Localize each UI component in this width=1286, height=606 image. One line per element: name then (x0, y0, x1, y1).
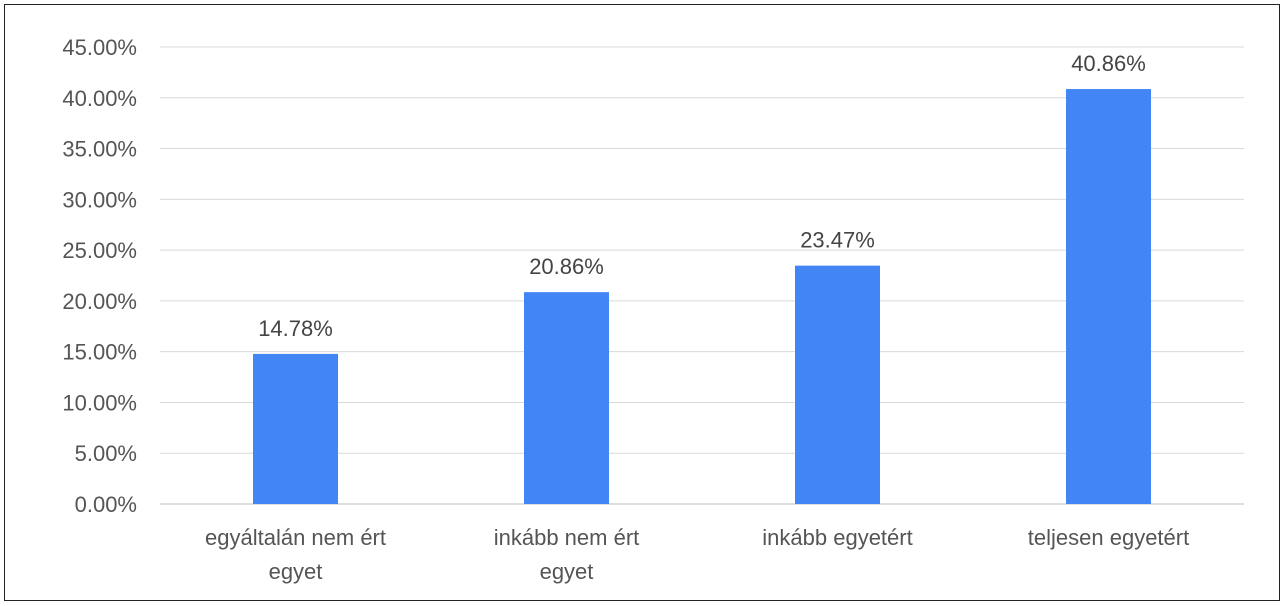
data-label: 20.86% (529, 254, 604, 279)
x-tick-label-line: inkább nem ért (494, 525, 640, 550)
y-axis: 0.00% 5.00% 10.00% 15.00% 20.00% 25.00% 30.00%… (62, 35, 137, 517)
gridlines (160, 46, 1244, 505)
y-tick-label: 20.00% (62, 289, 137, 314)
y-tick-label: 45.00% (62, 35, 137, 60)
data-label: 23.47% (800, 228, 875, 253)
bars (253, 89, 1151, 504)
y-tick-label: 30.00% (62, 187, 137, 212)
y-tick-label: 0.00% (75, 492, 137, 517)
x-axis: egyáltalán nem ért egyet inkább nem ért egy… (205, 525, 1189, 584)
y-tick-label: 25.00% (62, 238, 137, 263)
y-tick-label: 5.00% (75, 441, 137, 466)
data-label: 40.86% (1071, 51, 1146, 76)
y-tick-label: 40.00% (62, 86, 137, 111)
x-tick-label: inkább nem ért egyet (494, 525, 640, 584)
bar (795, 265, 880, 504)
data-label: 14.78% (258, 316, 333, 341)
x-tick-label-line: egyet (540, 559, 594, 584)
x-tick-label: inkább egyetért (762, 525, 912, 550)
bar (253, 353, 338, 504)
data-labels: 14.78% 20.86% 23.47% 40.86% (258, 51, 1146, 341)
y-tick-label: 15.00% (62, 340, 137, 365)
x-tick-label-line: egyet (269, 559, 323, 584)
x-tick-label-line: egyáltalán nem ért (205, 525, 386, 550)
x-tick-label: egyáltalán nem ért egyet (205, 525, 386, 584)
x-tick-label: teljesen egyetért (1028, 525, 1189, 550)
x-tick-label-line: inkább egyetért (762, 525, 912, 550)
y-tick-label: 35.00% (62, 137, 137, 162)
bar (524, 292, 609, 504)
bar (1066, 89, 1151, 504)
x-tick-label-line: teljesen egyetért (1028, 525, 1189, 550)
y-tick-label: 10.00% (62, 390, 137, 415)
